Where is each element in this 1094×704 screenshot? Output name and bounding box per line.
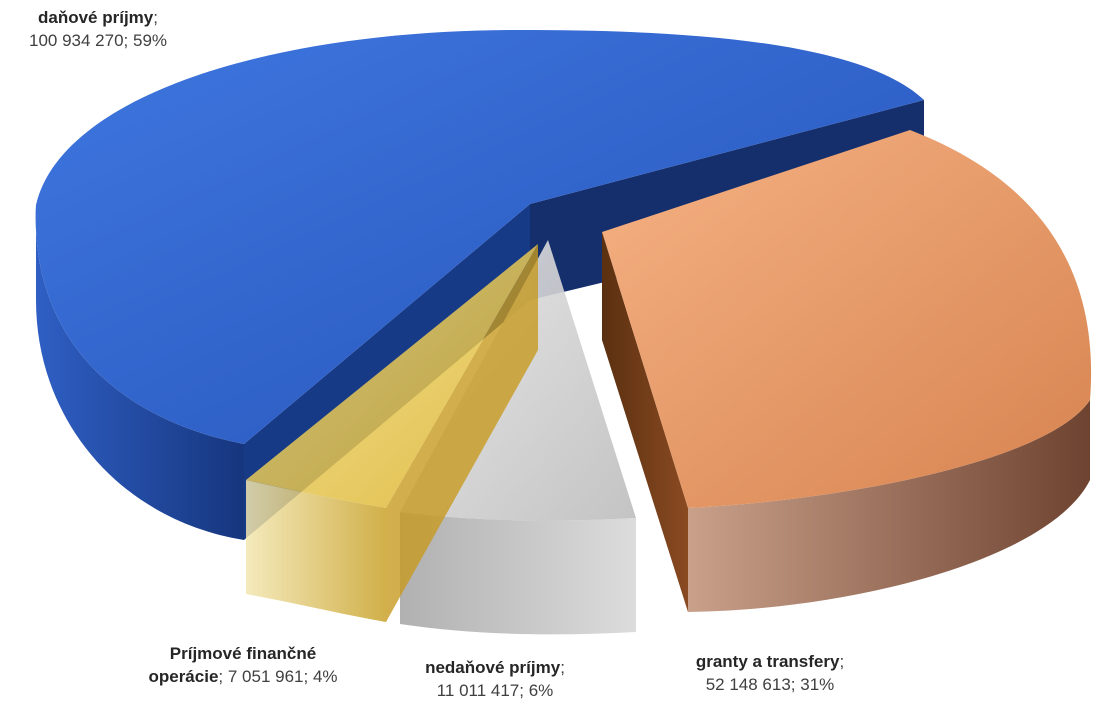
label-nedanove-prijmy-category: nedaňové príjmy [425,658,561,677]
slice-granty-a-transfery-cut-left [602,232,688,612]
label-danove-prijmy: daňové príjmy; 100 934 270; 59% [28,8,168,50]
label-prijmove-financne-operacie-category-line1: Príjmové finančné [169,644,317,663]
slice-granty-a-transfery-top [602,130,1092,508]
label-prijmove-financne-operacie: Príjmové finančné operácie; 7 051 961; 4… [148,644,338,686]
slice-prijmove-financne-operacie-side [246,480,386,622]
label-nedanove-prijmy: nedaňové príjmy; 11 011 417; 6% [425,658,565,700]
label-granty-a-transfery-percent: 31% [800,675,835,694]
label-granty-a-transfery-category: granty a transfery [695,652,840,671]
label-danove-prijmy-value: 100 934 270 [28,31,124,50]
slice-granty-a-transfery-side [688,400,1090,612]
label-danove-prijmy-percent: 59% [132,31,168,50]
label-granty-a-transfery-value: 52 148 613 [705,675,791,694]
slice-danove-prijmy-side [35,205,244,540]
label-nedanove-prijmy-value: 11 011 417 [436,681,520,700]
slice-granty-a-transfery [602,130,1092,612]
label-nedanove-prijmy-percent: 6% [528,681,554,700]
slice-nedanove-prijmy-side [400,512,636,635]
label-prijmove-financne-operacie-value: 7 051 961 [227,667,304,686]
slice-prijmove-financne-operacie [246,244,538,622]
label-prijmove-financne-operacie-category-line2: operácie [148,667,219,686]
slice-prijmove-financne-operacie-top [246,244,538,508]
label-prijmove-financne-operacie-percent: 4% [312,667,338,686]
label-danove-prijmy-category: daňové príjmy [38,8,154,27]
label-granty-a-transfery: granty a transfery; 52 148 613; 31% [695,652,845,694]
slice-prijmove-financne-operacie-cut [386,244,538,622]
slice-danove-prijmy-top [35,30,925,444]
